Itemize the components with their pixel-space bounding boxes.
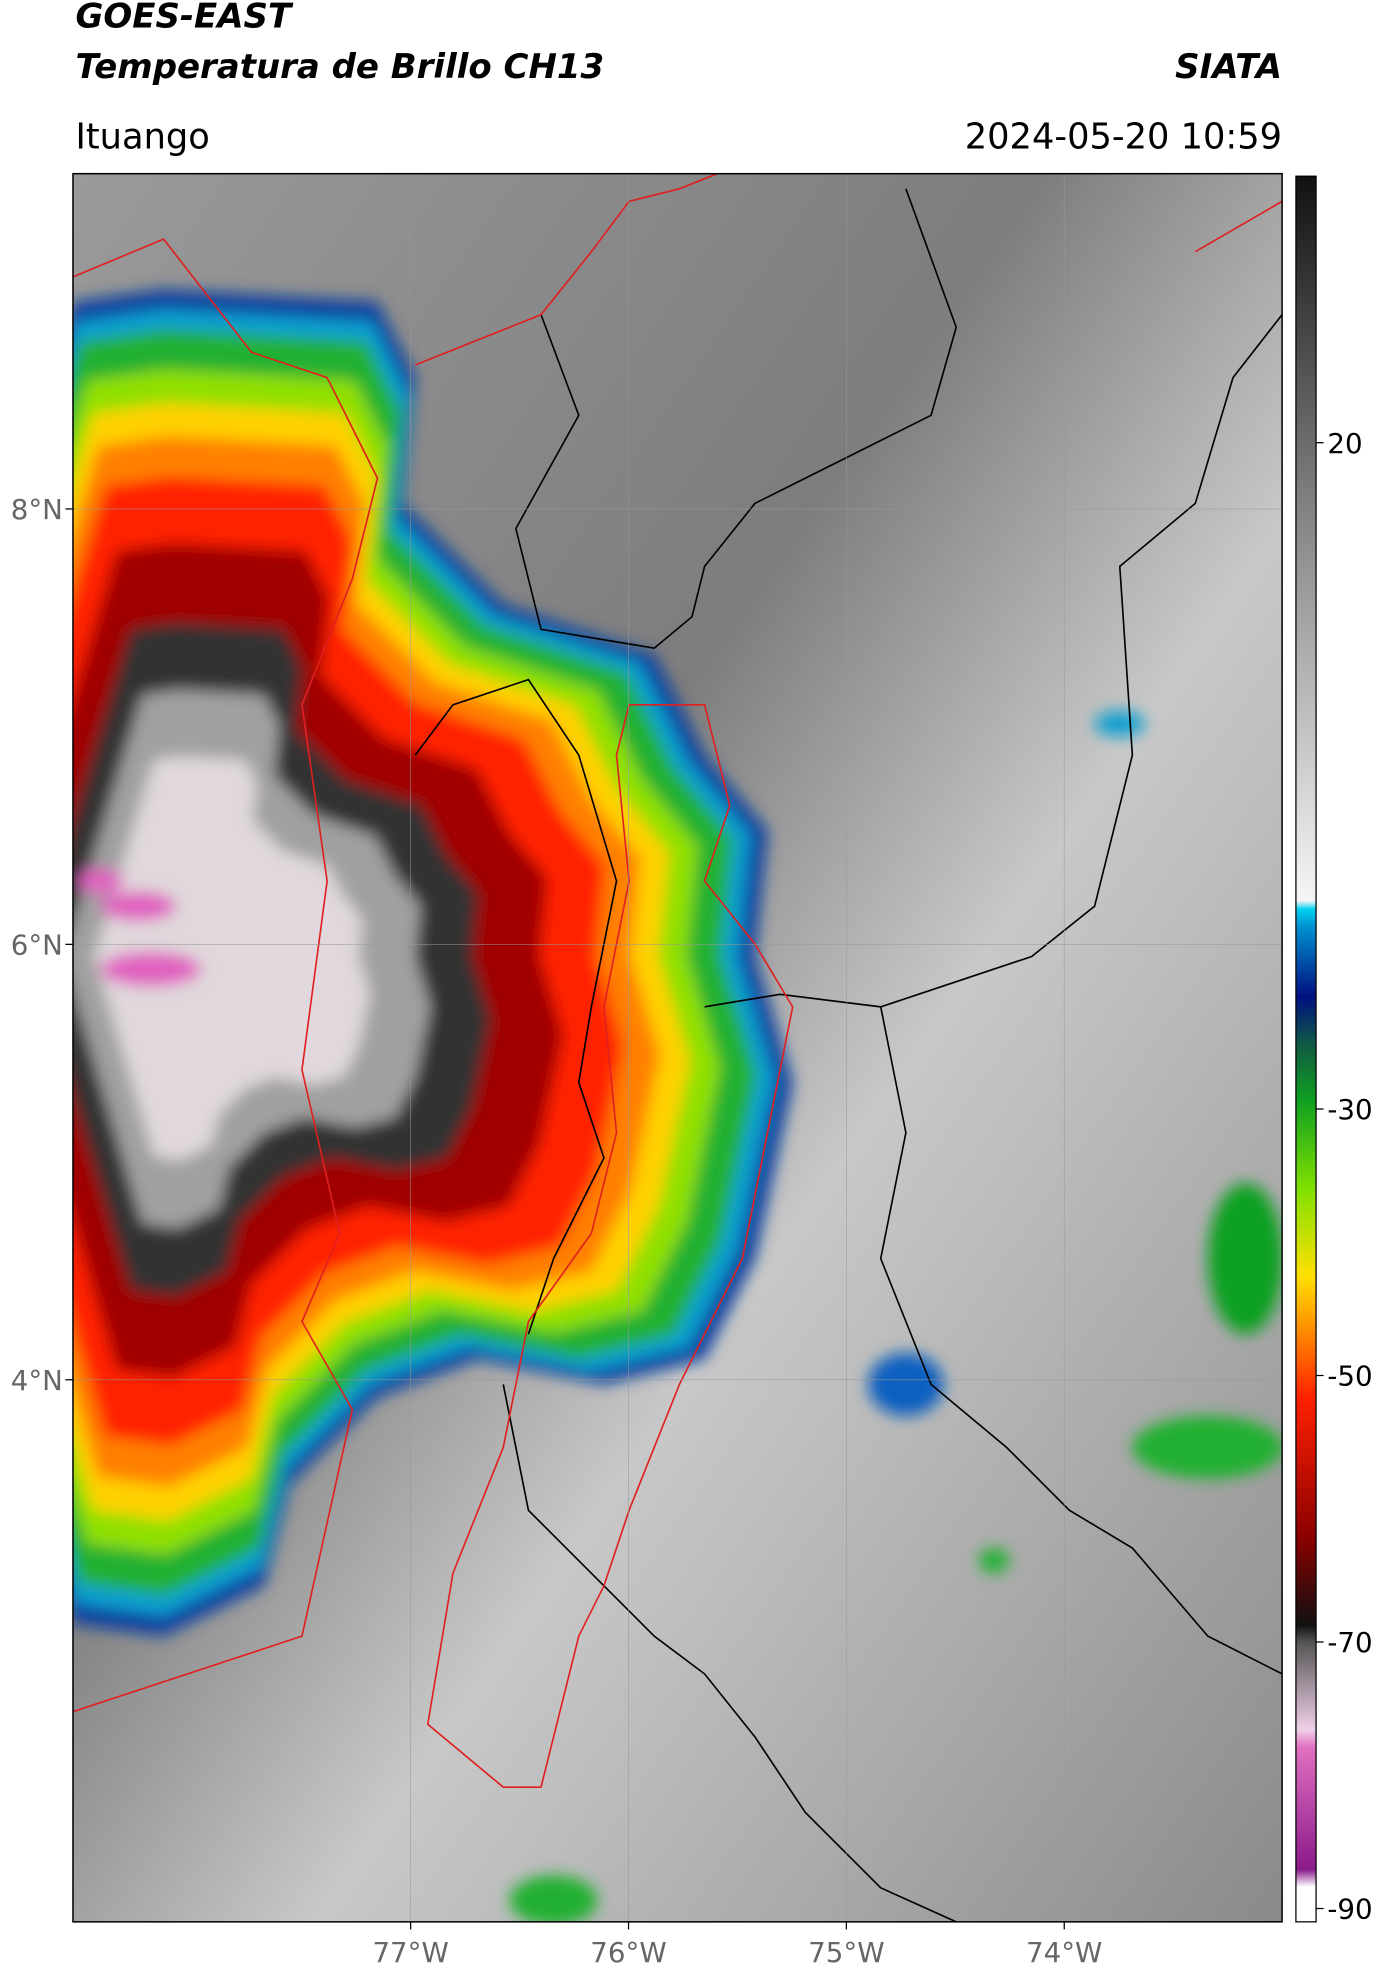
x-tick-label: 77°W	[372, 1936, 448, 1969]
cloud-cell	[1207, 1183, 1283, 1335]
cloud-cell	[978, 1548, 1010, 1574]
y-tick-label: 8°N	[11, 493, 63, 526]
colorbar-tick-label: -70	[1327, 1626, 1372, 1659]
cold-spot	[78, 868, 124, 894]
storm-layer	[94, 756, 370, 1161]
title: GOES-EAST	[75, 0, 293, 37]
subtitle: Temperatura de Brillo CH13	[75, 47, 604, 87]
y-tick-label: 4°N	[11, 1364, 63, 1397]
borders	[72, 173, 1283, 1922]
y-tick-label: 6°N	[11, 928, 63, 961]
colorbar-tick-label: -30	[1327, 1093, 1372, 1126]
colorbar	[1295, 175, 1317, 1923]
map	[72, 173, 1283, 1922]
storm	[72, 289, 1283, 1922]
cloud-cell	[1132, 1415, 1283, 1479]
cloud-cell	[1094, 711, 1145, 737]
x-tick-label: 75°W	[808, 1936, 884, 1969]
colorbar-tick-label: -50	[1327, 1360, 1372, 1393]
x-tick-label: 76°W	[590, 1936, 666, 1969]
map-frame	[72, 172, 1283, 1923]
grid	[72, 173, 1283, 1922]
cold-spot	[100, 891, 177, 922]
cold-spot	[100, 951, 202, 987]
colorbar-tick-label: 20	[1327, 427, 1362, 460]
axes: 77°W 76°W 75°W 74°W 8°N 6°N 4°N	[11, 493, 1103, 1969]
colorbar-tick-label: -90	[1327, 1893, 1372, 1926]
cloud-cell	[509, 1875, 598, 1922]
source: SIATA	[1175, 47, 1282, 87]
location: Ituango	[75, 117, 209, 158]
x-tick-label: 74°W	[1026, 1936, 1102, 1969]
datetime: 2024-05-20 10:59	[965, 117, 1282, 158]
colorbar-ticks: 20 -30 -50 -70 -90	[1316, 427, 1373, 1926]
